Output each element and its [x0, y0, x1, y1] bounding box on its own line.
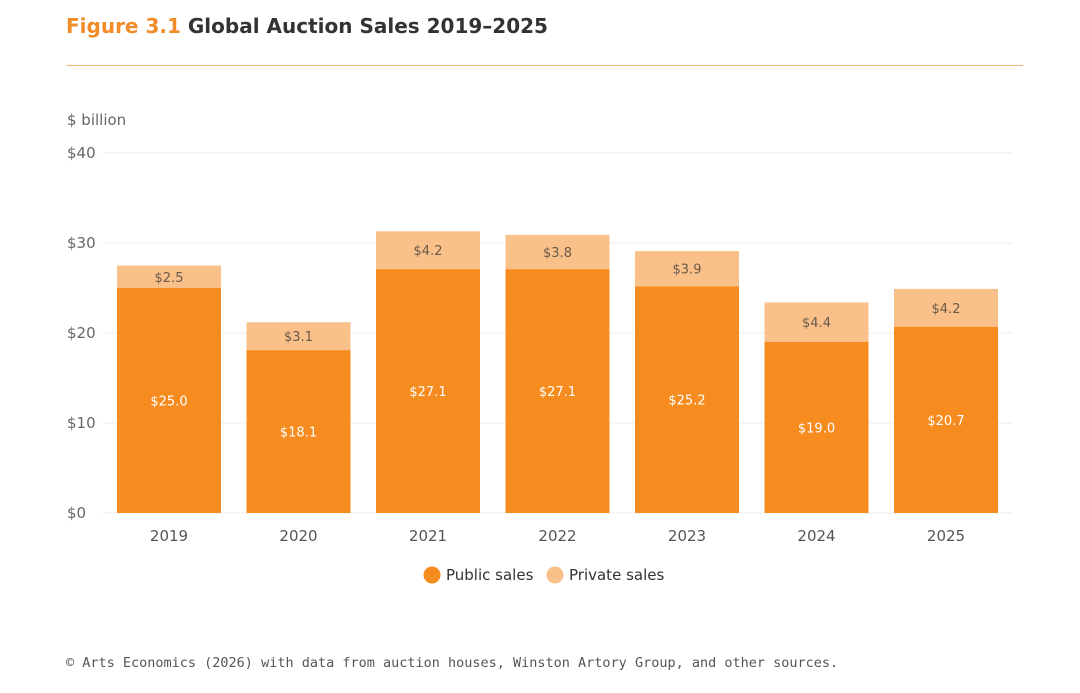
- data-label-private: $4.2: [932, 302, 961, 317]
- bar-public-sales: [246, 350, 351, 513]
- bar-private-sales: [376, 231, 480, 270]
- data-label-private: $4.4: [802, 316, 831, 331]
- bar-public-sales: [376, 269, 480, 513]
- bar-public-sales: [635, 286, 739, 513]
- bar-private-sales: [764, 302, 869, 342]
- title-divider: [66, 65, 1023, 66]
- stacked-bar-chart: $ billion $0 $10 $20 $30 $40 $25.0 $2.5 2019 $18.…: [67, 111, 1012, 584]
- legend-label-public: Public sales: [446, 566, 534, 584]
- bar-public-sales: [894, 326, 998, 513]
- data-label-private: $4.2: [414, 244, 443, 259]
- bar-public-sales: [117, 288, 221, 513]
- data-label-private: $3.8: [543, 246, 572, 261]
- x-tick-label: 2024: [797, 527, 835, 545]
- data-label-public: $25.0: [150, 395, 187, 410]
- y-tick-label: $0: [67, 504, 86, 522]
- chart-title: Figure 3.1 Global Auction Sales 2019–202…: [66, 14, 548, 38]
- bar-private-sales: [894, 288, 998, 327]
- x-tick-label: 2022: [538, 527, 576, 545]
- source-note: © Arts Economics (2026) with data from a…: [66, 655, 839, 671]
- data-label-private: $3.9: [673, 263, 702, 278]
- bar-private-sales: [505, 234, 610, 270]
- x-tick-label: 2025: [927, 527, 965, 545]
- legend-label-private: Private sales: [569, 566, 664, 584]
- legend-marker-private: [546, 566, 564, 584]
- figure-title: Global Auction Sales 2019–2025: [187, 14, 548, 38]
- data-label-public: $18.1: [280, 426, 317, 441]
- data-label-public: $19.0: [798, 422, 835, 437]
- bar-public-sales: [764, 342, 869, 513]
- x-tick-label: 2019: [150, 527, 188, 545]
- data-label-public: $27.1: [539, 385, 576, 400]
- y-tick-label: $30: [67, 234, 96, 252]
- bar-public-sales: [505, 269, 610, 513]
- bar-private-sales: [117, 265, 221, 288]
- y-axis-label: $ billion: [67, 111, 126, 129]
- bar-private-sales: [635, 251, 739, 287]
- data-label-public: $27.1: [409, 385, 446, 400]
- bar-private-sales: [246, 322, 351, 351]
- x-tick-label: 2023: [668, 527, 706, 545]
- y-tick-label: $20: [67, 324, 96, 342]
- y-tick-label: $10: [67, 414, 96, 432]
- data-label-public: $25.2: [668, 394, 705, 409]
- x-tick-label: 2021: [409, 527, 447, 545]
- data-label-private: $2.5: [155, 271, 184, 286]
- x-tick-label: 2020: [279, 527, 317, 545]
- figure-label: Figure 3.1: [66, 14, 181, 38]
- y-tick-label: $40: [67, 144, 96, 162]
- legend-marker-public: [423, 566, 441, 584]
- data-label-public: $20.7: [927, 414, 964, 429]
- data-label-private: $3.1: [284, 330, 313, 345]
